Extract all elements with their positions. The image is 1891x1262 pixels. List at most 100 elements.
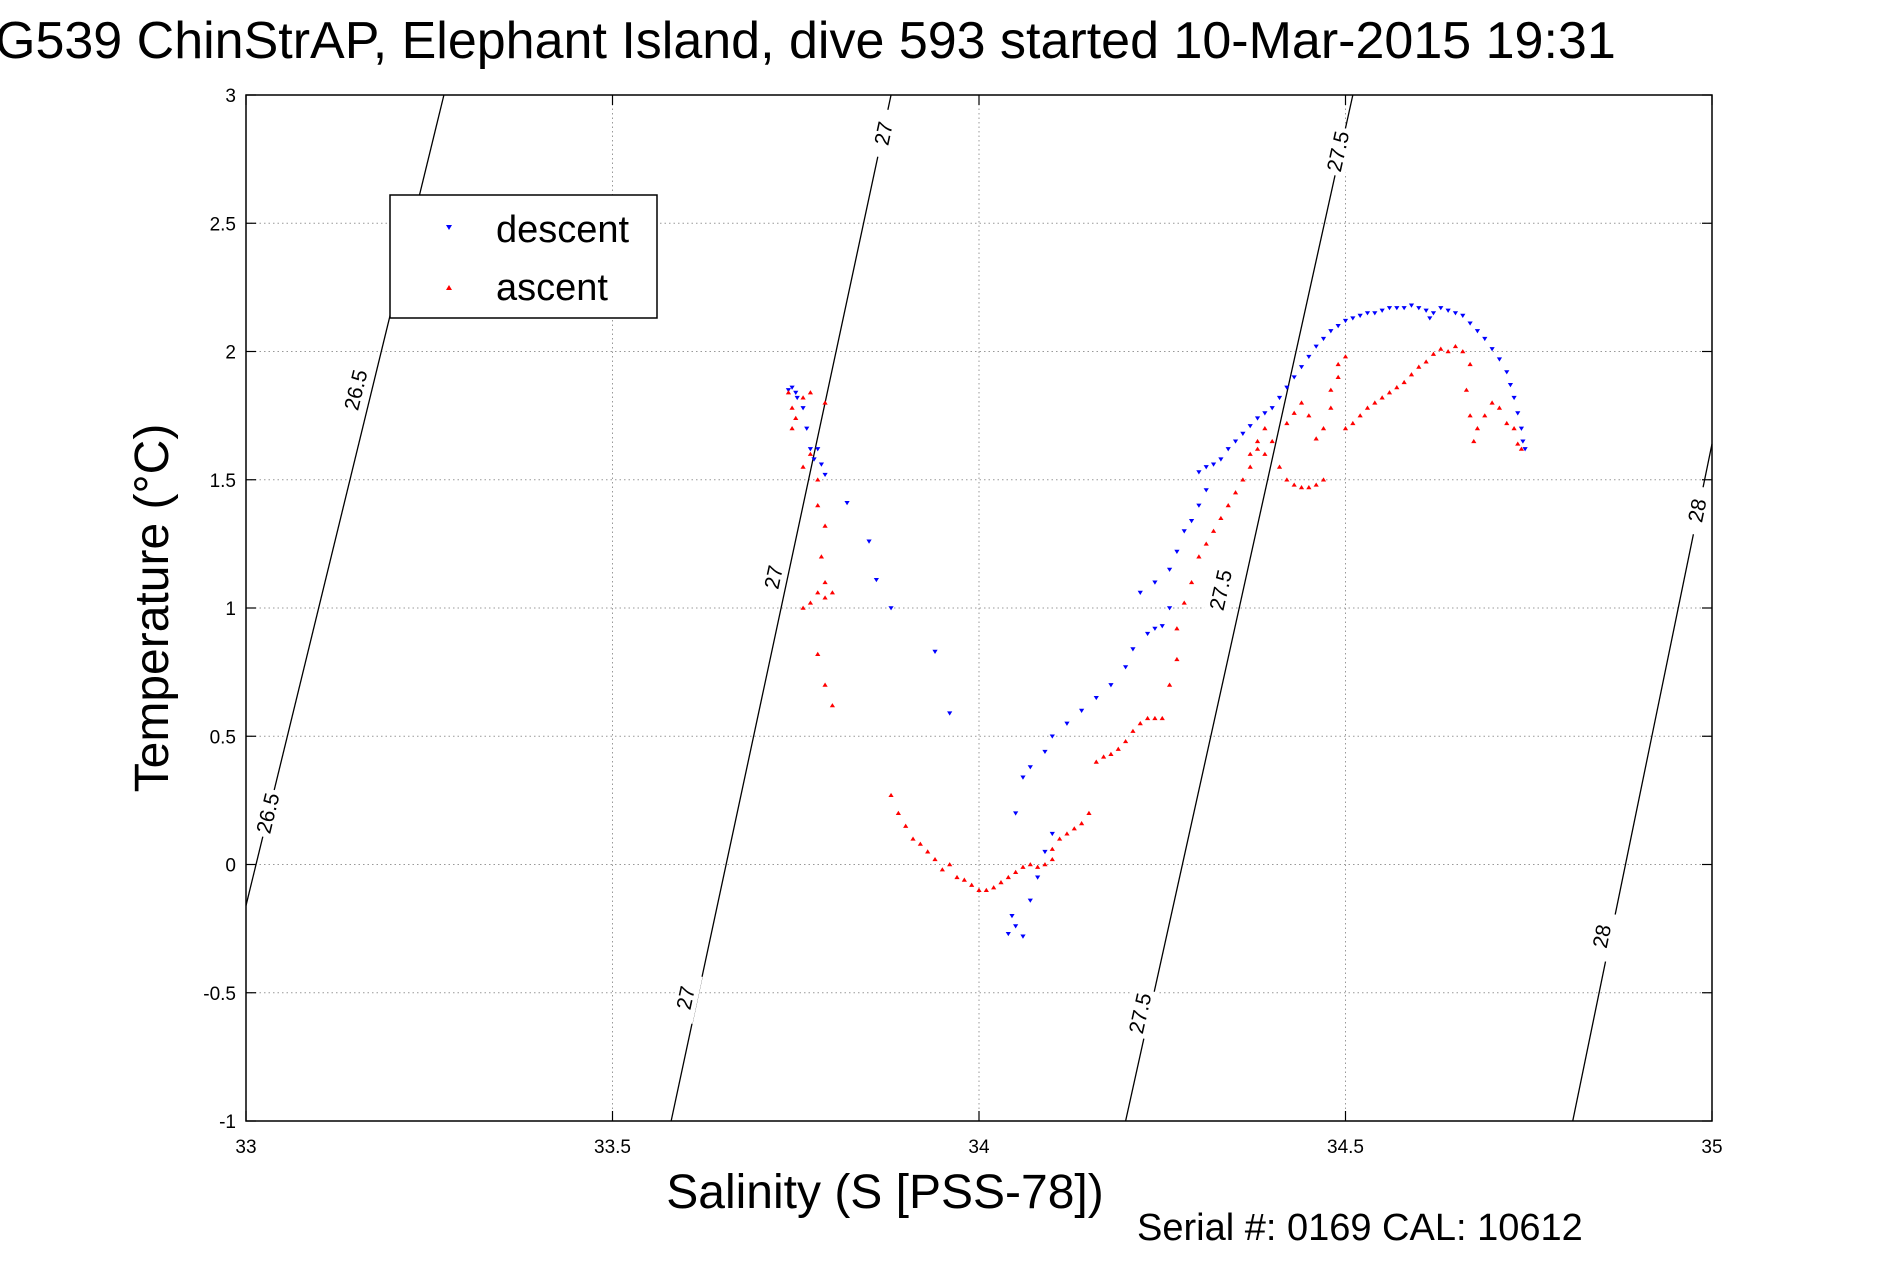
isopycnal-label-bg [338, 363, 374, 417]
descent-point [1203, 488, 1209, 493]
x-tick-label: 35 [1701, 1137, 1722, 1158]
descent-point [1423, 308, 1429, 313]
ascent-point [1342, 354, 1349, 359]
ascent-point [1269, 438, 1275, 444]
ascent-point [969, 882, 975, 887]
descent-point [789, 385, 795, 390]
descent-point [1079, 708, 1085, 713]
isopycnal-label-bg [1203, 564, 1238, 617]
ascent-point [939, 867, 945, 872]
ascent-point [1174, 626, 1180, 631]
isopycnal-label-group: 26.5 [338, 363, 374, 417]
ascent-point [1482, 413, 1488, 418]
y-tick-label: 2 [225, 343, 236, 364]
ascent-point [1306, 485, 1312, 490]
ascent-point [822, 682, 828, 687]
ascent-point [1108, 751, 1114, 757]
ascent-point [815, 590, 821, 595]
ascent-point [903, 823, 909, 828]
ascent-point [1020, 864, 1026, 869]
ascent-point [1463, 387, 1470, 392]
descent-point [1416, 306, 1422, 311]
ascent-point [895, 810, 901, 815]
ascent-point [1452, 343, 1459, 349]
descent-point [1520, 439, 1526, 444]
ascent-point [983, 887, 989, 892]
ascent-point [1247, 451, 1253, 456]
ascent-point [1005, 874, 1011, 880]
descent-point [818, 462, 825, 467]
ascent-point [822, 400, 828, 405]
descent-point [1357, 313, 1363, 318]
x-tick-label: 33.5 [594, 1137, 631, 1158]
descent-point [1452, 311, 1459, 316]
ascent-point [1049, 856, 1055, 862]
descent-point [1232, 439, 1239, 444]
descent-point [1013, 924, 1019, 929]
ascent-point [1350, 420, 1356, 426]
ascent-point [1152, 715, 1158, 721]
descent-point [1474, 329, 1481, 334]
descent-point [1108, 683, 1114, 688]
descent-point [844, 501, 850, 506]
ascent-point [1284, 420, 1290, 426]
descent-point [1210, 462, 1217, 467]
descent-point [1350, 316, 1356, 321]
descent-point [807, 447, 814, 452]
ascent-point [1042, 862, 1048, 867]
ascent-point [1071, 826, 1077, 831]
ascent-point [807, 451, 814, 456]
descent-point [811, 457, 817, 462]
descent-point [793, 390, 799, 395]
ascent-point [815, 651, 821, 656]
descent-point [1013, 811, 1019, 816]
ascent-point [807, 600, 814, 605]
descent-point [1144, 631, 1151, 637]
ascent-point [807, 390, 814, 395]
descent-point [1042, 749, 1048, 755]
ascent-point [1471, 438, 1477, 444]
ascent-point [888, 792, 894, 798]
descent-point [1174, 549, 1180, 554]
ascent-point [1515, 441, 1521, 446]
ascent-point [1313, 482, 1319, 487]
descent-point [1049, 831, 1055, 837]
ascent-point [1489, 400, 1495, 405]
ascent-point [1174, 656, 1180, 662]
descent-point [804, 426, 810, 431]
descent-point [1372, 311, 1378, 316]
ascent-point [1210, 528, 1217, 533]
descent-point [1379, 308, 1385, 313]
descent-point [932, 649, 938, 655]
descent-point [1342, 318, 1349, 324]
ascent-point [1438, 346, 1444, 351]
descent-point [1196, 503, 1202, 508]
descent-point [1507, 383, 1514, 388]
descent-point [1394, 306, 1400, 311]
ascent-point [822, 595, 828, 600]
chart-title: G539 ChinStrAP, Elephant Island, dive 59… [0, 12, 1616, 70]
ascent-point [1035, 864, 1041, 869]
ascent-point [1262, 451, 1268, 456]
isopycnal-label-bg [1321, 125, 1356, 178]
ascent-point [1144, 715, 1151, 721]
ascent-point [1057, 836, 1063, 841]
ascent-point [1254, 446, 1261, 451]
descent-point [1276, 395, 1283, 401]
descent-point [1166, 567, 1173, 572]
ascent-point [1401, 379, 1407, 385]
isopycnal-label-bg [1123, 987, 1158, 1040]
ascent-point [1328, 387, 1334, 392]
descent-point [1489, 347, 1495, 352]
y-tick-label: -0.5 [203, 984, 236, 1005]
ascent-point [925, 849, 931, 854]
ascent-point [1254, 438, 1261, 444]
descent-point [873, 577, 879, 583]
ascent-point [932, 856, 938, 862]
y-tick-label: -1 [219, 1112, 236, 1133]
descent-point [1284, 385, 1290, 390]
descent-point [1515, 411, 1521, 416]
descent-point [815, 447, 821, 452]
isopycnal-label-bg [250, 787, 286, 840]
descent-point [1203, 465, 1209, 470]
